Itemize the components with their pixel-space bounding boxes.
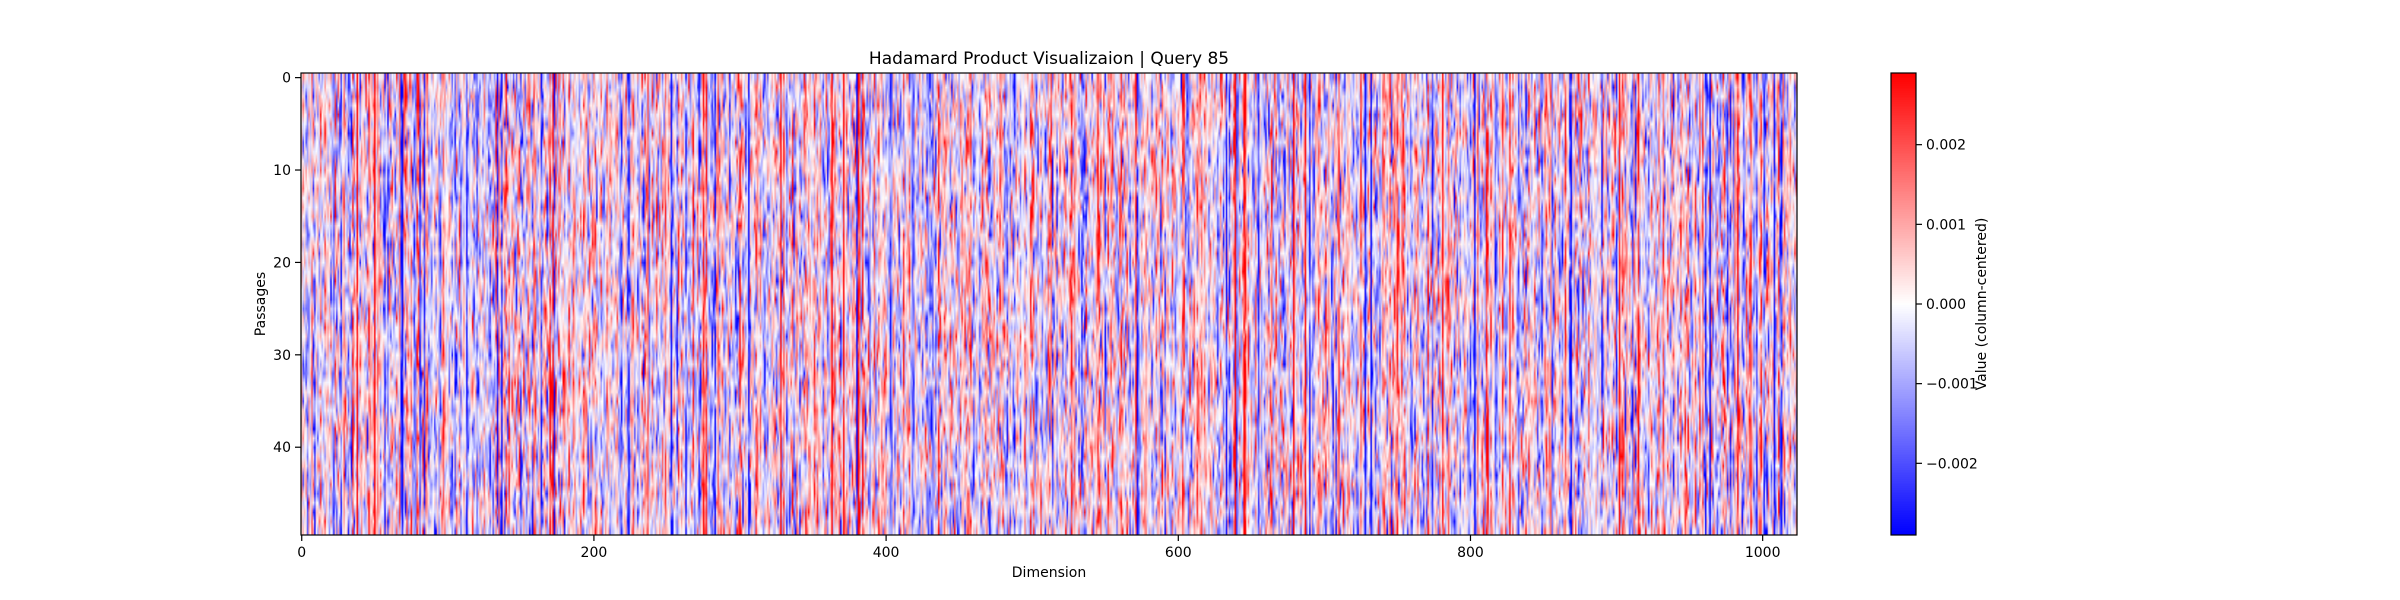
x-tick-label: 200	[581, 545, 608, 561]
colorbar-gradient	[1891, 73, 1916, 535]
colorbar-tick-label: −0.002	[1926, 456, 1978, 472]
x-tick-label: 1000	[1745, 545, 1781, 561]
y-tick-label: 0	[282, 71, 291, 87]
colorbar-ticks: 0.002 0.001 0.000 −0.001 −0.002	[1916, 138, 1978, 472]
heatmap-frame	[300, 72, 1798, 536]
x-tick-label: 400	[873, 545, 900, 561]
x-tick-label: 800	[1457, 545, 1484, 561]
y-tick-label: 30	[273, 348, 291, 364]
y-tick-label: 20	[273, 255, 291, 271]
colorbar-tick-label: 0.000	[1926, 297, 1966, 313]
x-axis-label: Dimension	[1012, 565, 1086, 581]
colorbar-tick-label: 0.001	[1926, 217, 1966, 233]
heatmap-image	[301, 73, 1797, 535]
chart-title: Hadamard Product Visualizaion | Query 85	[869, 49, 1229, 69]
y-axis-label: Passages	[253, 272, 269, 336]
colorbar-tick-label: −0.001	[1926, 377, 1978, 393]
x-tick-label: 0	[297, 545, 306, 561]
x-tick-label: 600	[1165, 545, 1192, 561]
x-axis-ticks: 0 200 400 600 800 1000	[297, 535, 1780, 561]
colorbar-tick-label: 0.002	[1926, 138, 1966, 154]
y-tick-label: 10	[273, 163, 291, 179]
colorbar-frame	[1890, 72, 1917, 536]
y-axis-ticks: 0 10 20 30 40	[273, 71, 301, 456]
colorbar-label: Value (column-centered)	[1974, 218, 1990, 391]
y-tick-label: 40	[273, 440, 291, 456]
